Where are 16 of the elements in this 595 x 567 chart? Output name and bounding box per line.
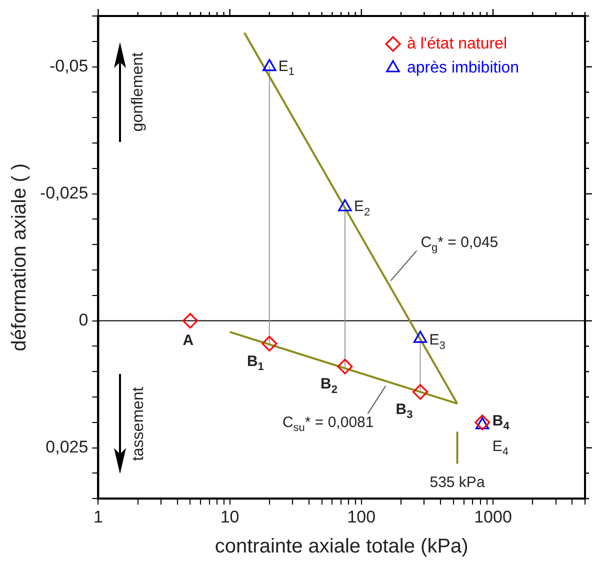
- annotation: gonflement: [130, 52, 148, 132]
- annotation: tassement: [130, 387, 148, 461]
- x-tick-label: 100: [347, 507, 376, 526]
- legend-label: après imbibition: [407, 59, 520, 76]
- y-tick-label: -0,05: [49, 56, 88, 76]
- annotation: 535 kPa: [430, 474, 486, 492]
- x-axis-title: contrainte axiale totale (kPa): [214, 536, 468, 558]
- y-axis-title: déformation axiale ( ): [8, 163, 31, 352]
- legend-label: à l'état naturel: [407, 35, 508, 52]
- y-tick-label: 0: [78, 310, 88, 330]
- x-tick-label: 1: [93, 507, 103, 526]
- y-tick-label: 0,025: [46, 437, 88, 456]
- x-tick-label: 10: [220, 507, 240, 526]
- x-tick-label: 1000: [474, 507, 512, 526]
- annotation: A: [182, 332, 194, 349]
- y-tick-label: -0,025: [40, 183, 88, 202]
